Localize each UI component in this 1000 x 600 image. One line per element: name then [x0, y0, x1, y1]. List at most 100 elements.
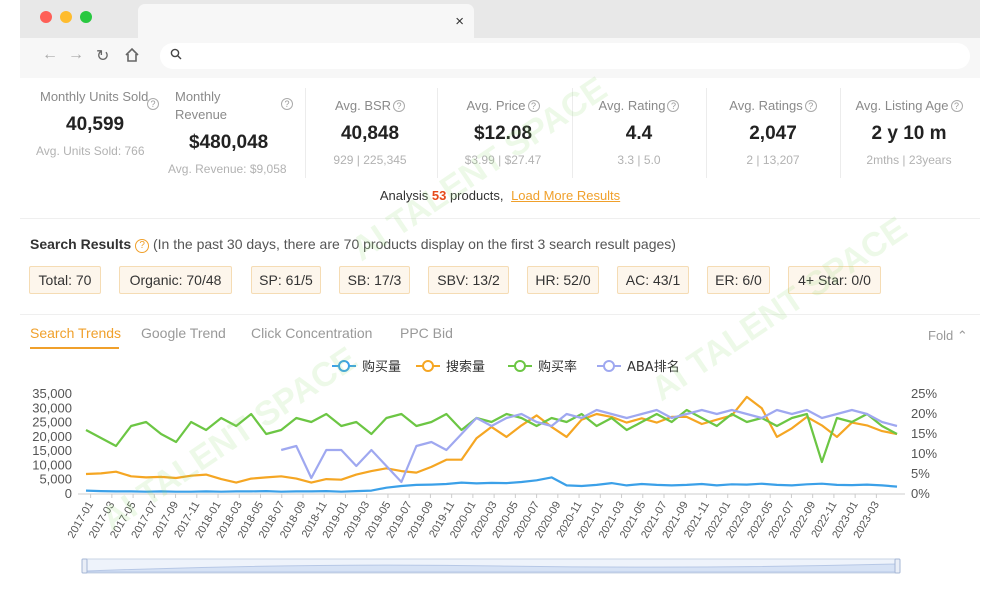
- chip-4-star[interactable]: 4+ Star: 0/0: [788, 266, 881, 294]
- tab-close-icon[interactable]: ×: [455, 13, 464, 30]
- y-right-tick-label: 25%: [911, 386, 937, 401]
- help-icon[interactable]: ?: [135, 239, 150, 253]
- chevron-up-icon: ⌃: [956, 328, 968, 343]
- help-icon[interactable]: ?: [804, 100, 817, 112]
- y-left-tick-label: 20,000: [32, 429, 72, 444]
- stat-value: 2,047: [749, 123, 797, 144]
- stat-value: 40,848: [340, 123, 400, 144]
- legend-label: 购买量: [362, 359, 401, 375]
- section-divider: [20, 218, 980, 219]
- home-icon[interactable]: [124, 47, 140, 68]
- divider: [305, 88, 306, 178]
- y-right-tick-label: 20%: [911, 406, 937, 421]
- chip-hr[interactable]: HR: 52/0: [527, 266, 599, 294]
- stat-range: 2mths | 23years: [866, 153, 952, 167]
- y-left-tick-label: 10,000: [32, 457, 72, 472]
- stat-label: Avg. Listing Age?: [848, 97, 970, 115]
- search-results-title: Search Results?: [30, 236, 150, 253]
- y-right-tick-label: 5%: [911, 466, 930, 481]
- stat-monthly-revenue: Monthly Revenue ? $480,048 Avg. Revenue:…: [168, 88, 293, 176]
- stat-label: Avg. Ratings?: [718, 97, 828, 115]
- zoom-handle-left[interactable]: [81, 558, 88, 574]
- stat-label: Avg. Price?: [448, 97, 558, 115]
- legend-label: 购买率: [538, 359, 577, 375]
- stat-label: Monthly Units Sold ?: [40, 88, 159, 110]
- help-icon[interactable]: ?: [950, 100, 963, 112]
- legend-item[interactable]: 购买量: [332, 359, 401, 375]
- stat-avg-rating: Avg. Rating? 4.4 3.3 | 5.0: [584, 97, 694, 167]
- analysis-count: 53: [431, 188, 447, 203]
- stat-value: $12.08: [473, 123, 533, 144]
- legend-label: ABA排名: [627, 359, 680, 375]
- reload-icon[interactable]: ↻: [96, 48, 110, 65]
- help-icon[interactable]: ?: [147, 98, 159, 110]
- y-left-tick-label: 25,000: [32, 415, 72, 430]
- stat-avg-bsr: Avg. BSR? 40,848 929 | 225,345: [315, 97, 425, 167]
- chip-sbv[interactable]: SBV: 13/2: [428, 266, 509, 294]
- y-left-tick-label: 30,000: [32, 400, 72, 415]
- back-icon[interactable]: ←: [42, 46, 58, 63]
- series-line-4: [280, 408, 898, 484]
- tab-click-concentration[interactable]: Click Concentration: [251, 325, 373, 341]
- help-icon[interactable]: ?: [667, 100, 680, 112]
- chip-ac[interactable]: AC: 43/1: [617, 266, 689, 294]
- browser-tab[interactable]: ×: [138, 4, 474, 38]
- help-icon[interactable]: ?: [281, 98, 293, 110]
- close-window-dot[interactable]: [40, 11, 52, 23]
- divider: [437, 88, 438, 178]
- chip-organic[interactable]: Organic: 70/48: [119, 266, 232, 294]
- section-divider: [20, 314, 980, 315]
- chip-sb[interactable]: SB: 17/3: [339, 266, 410, 294]
- divider: [840, 88, 841, 178]
- legend-marker: [422, 360, 434, 372]
- legend-label: 搜索量: [446, 360, 485, 375]
- divider: [572, 88, 573, 178]
- chip-er[interactable]: ER: 6/0: [707, 266, 770, 294]
- stat-value: 4.4: [625, 123, 653, 144]
- stat-avg-price: Avg. Price? $12.08 $3.99 | $27.47: [448, 97, 558, 167]
- stat-value: 40,599: [66, 114, 125, 135]
- search-trends-chart: 购买量 搜索量 购买率 ABA排名05,00010,00015,00020,00025…: [32, 359, 937, 574]
- stat-label: Monthly Revenue ?: [175, 88, 293, 124]
- tab-search-trends[interactable]: Search Trends: [30, 325, 122, 341]
- help-icon[interactable]: ?: [393, 100, 406, 112]
- y-left-tick-label: 0: [65, 486, 72, 501]
- search-results-description: (In the past 30 days, there are 70 produ…: [153, 236, 676, 252]
- stat-value: 2 y 10 m: [871, 123, 947, 144]
- forward-icon[interactable]: →: [68, 46, 84, 63]
- stat-avg-listing-age: Avg. Listing Age? 2 y 10 m 2mths | 23yea…: [848, 97, 970, 167]
- y-right-tick-label: 15%: [911, 426, 937, 441]
- y-left-tick-label: 35,000: [32, 386, 72, 401]
- minimize-window-dot[interactable]: [60, 11, 72, 23]
- browser-chrome: × ← → ↻: [20, 0, 980, 78]
- analysis-prefix: Analysis: [379, 188, 429, 203]
- divider: [706, 88, 707, 178]
- tab-ppc-bid[interactable]: PPC Bid: [400, 325, 453, 341]
- chip-sp[interactable]: SP: 61/5: [251, 266, 321, 294]
- chip-total[interactable]: Total: 70: [29, 266, 101, 294]
- series-line-1: [85, 476, 898, 493]
- load-more-link[interactable]: Load More Results: [511, 188, 621, 203]
- zoom-handle-right[interactable]: [894, 558, 901, 574]
- analysis-summary: Analysis 53 products, Load More Results: [0, 188, 1000, 203]
- stat-range: 3.3 | 5.0: [617, 153, 661, 167]
- legend-item[interactable]: 搜索量: [416, 360, 485, 375]
- stat-value: $480,048: [189, 132, 269, 153]
- legend-item[interactable]: ABA排名: [597, 359, 680, 375]
- analysis-suffix: products,: [449, 188, 504, 203]
- legend-item[interactable]: 购买率: [508, 359, 577, 375]
- fold-toggle[interactable]: Fold ⌃: [928, 328, 968, 343]
- stat-label: Avg. Rating?: [584, 97, 694, 115]
- help-icon[interactable]: ?: [527, 100, 540, 112]
- stat-sub: Avg. Revenue: $9,058: [168, 162, 287, 176]
- tab-google-trend[interactable]: Google Trend: [141, 325, 226, 341]
- zoom-slider-preview: [85, 563, 897, 573]
- legend-marker: [514, 360, 526, 372]
- y-left-tick-label: 15,000: [32, 443, 72, 458]
- stat-range: $3.99 | $27.47: [464, 153, 542, 167]
- maximize-window-dot[interactable]: [80, 11, 92, 23]
- stat-sub: Avg. Units Sold: 766: [36, 144, 145, 158]
- legend-marker: [338, 360, 350, 372]
- stat-label: Avg. BSR?: [315, 97, 425, 115]
- address-bar[interactable]: [160, 43, 970, 69]
